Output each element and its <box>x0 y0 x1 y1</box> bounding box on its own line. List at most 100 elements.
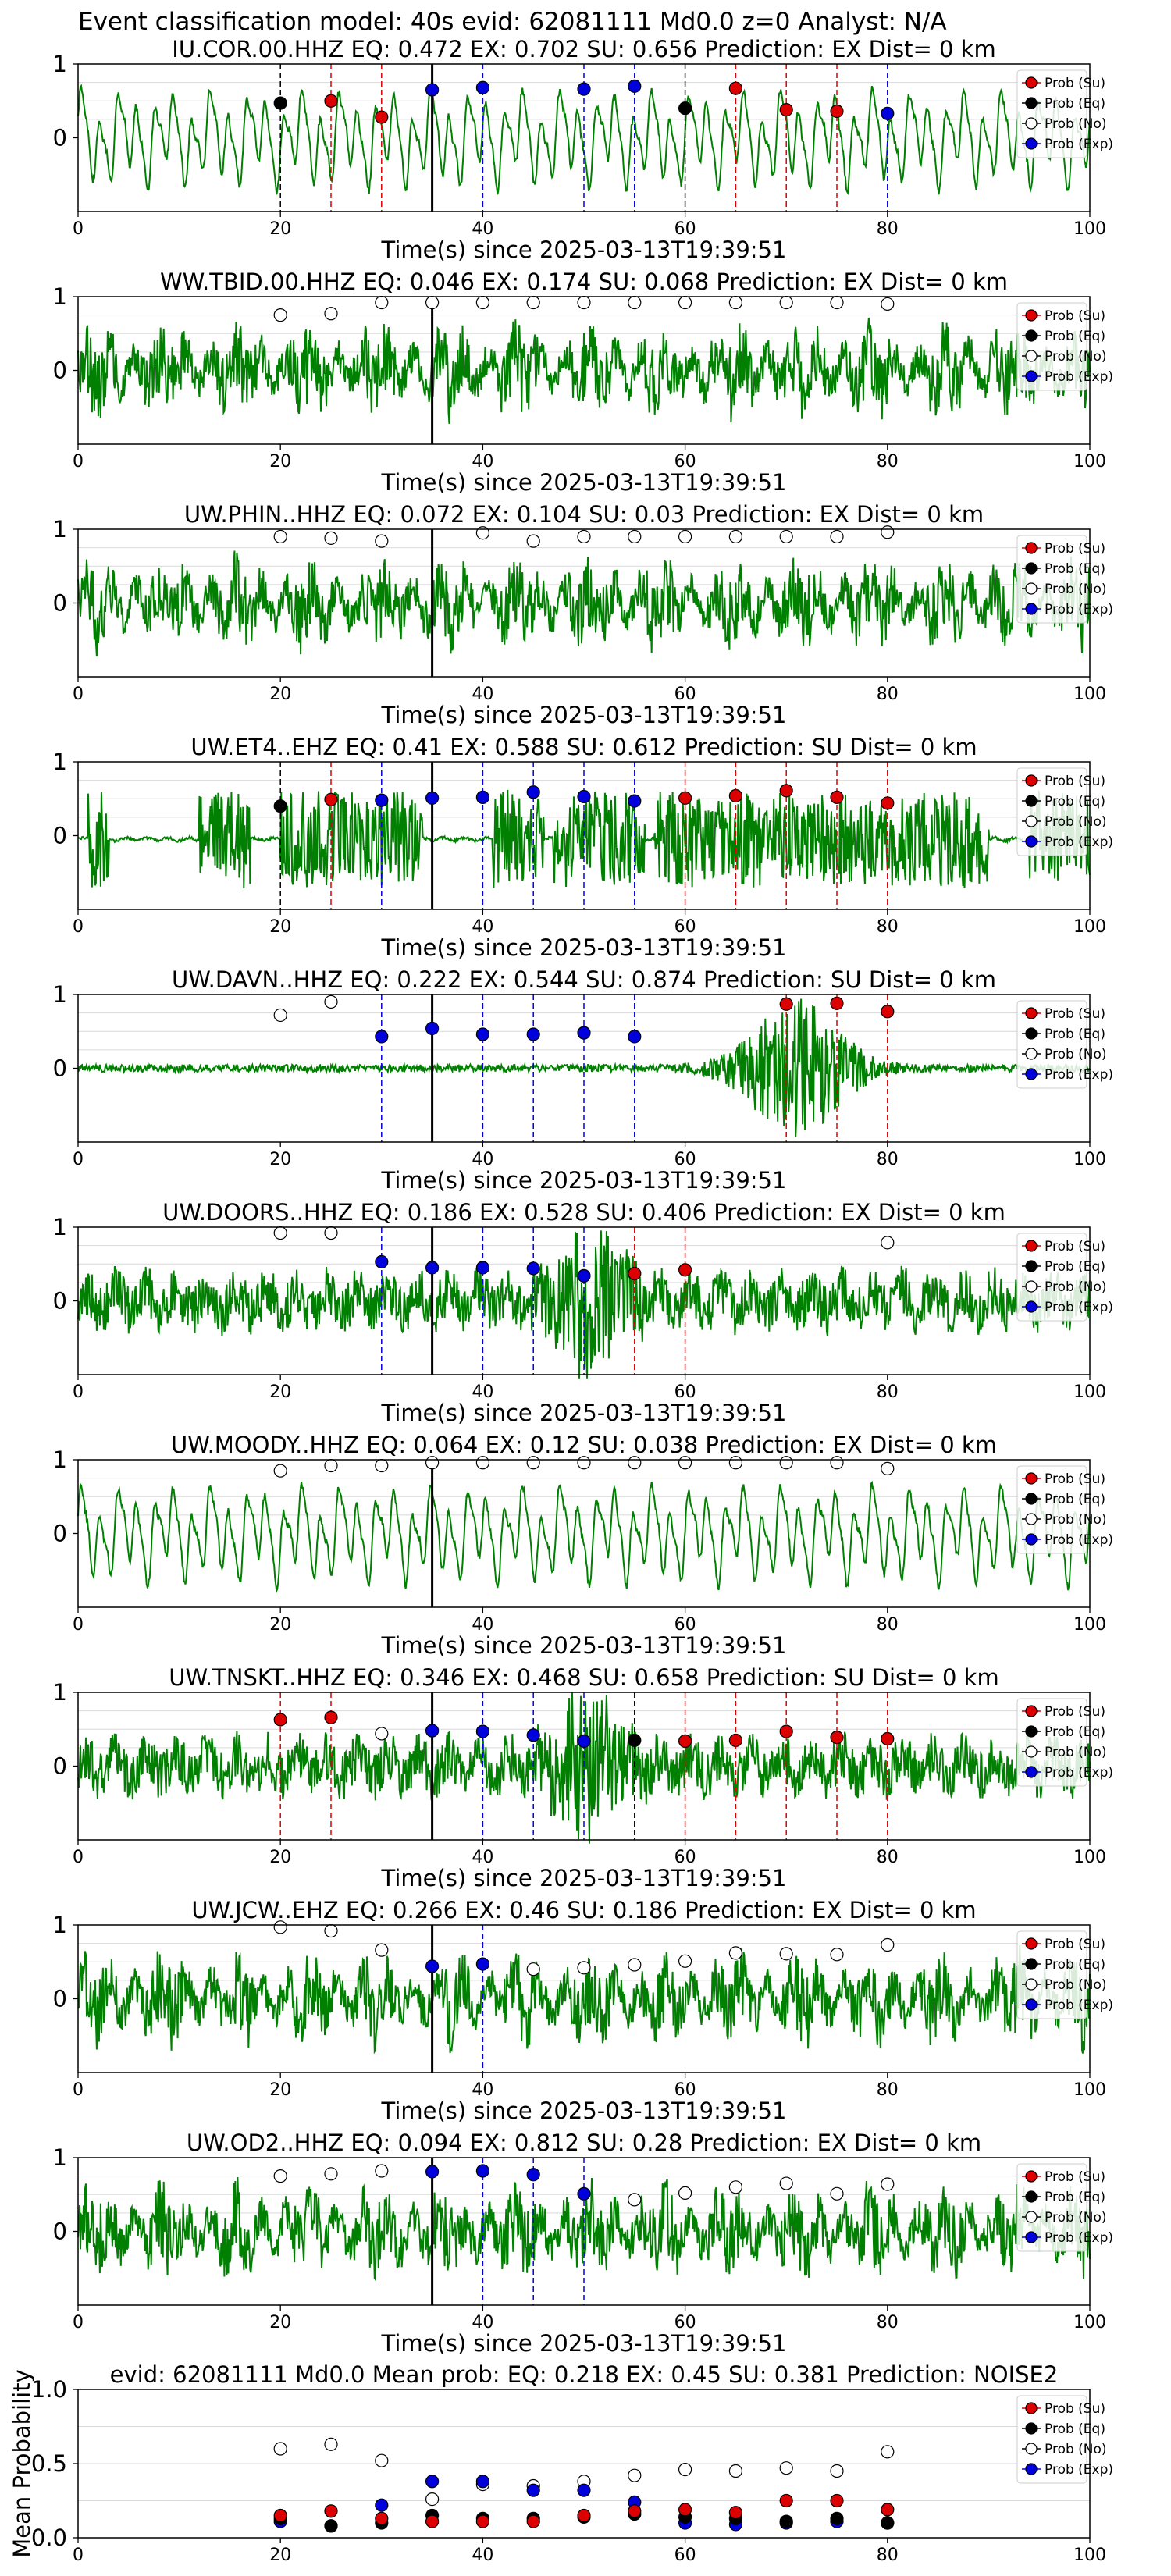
prob-point-exp <box>375 1030 389 1044</box>
x-tick-label: 100 <box>1073 1848 1106 1867</box>
prob-point-su <box>678 1263 692 1277</box>
prob-point-no <box>375 1943 389 1957</box>
prob-point-no <box>475 526 490 540</box>
legend-marker-exp <box>1025 2463 1038 2475</box>
legend-box <box>1016 767 1087 856</box>
prob-point-no <box>881 297 895 311</box>
prob-point-exp <box>577 789 591 804</box>
legend-marker-eq <box>1025 1027 1038 1040</box>
prob-point-no <box>324 307 338 321</box>
x-tick-label: 60 <box>674 1848 696 1867</box>
legend-label-eq: Prob (Eq) <box>1045 1026 1105 1042</box>
legend-label-exp: Prob (Exp) <box>1045 1765 1113 1781</box>
prob-point-no <box>273 308 287 322</box>
legend-label-no: Prob (No) <box>1045 1279 1107 1295</box>
legend-marker-su <box>1025 309 1038 322</box>
x-tick-label: 100 <box>1073 2313 1106 2332</box>
prob-point-no <box>375 2164 389 2178</box>
x-tick-label: 20 <box>269 1150 291 1169</box>
prob-point-no <box>273 1226 287 1240</box>
legend-label-no: Prob (No) <box>1045 1047 1107 1062</box>
x-tick-label: 20 <box>269 452 291 471</box>
prob-point-exp <box>526 1261 540 1276</box>
prob-point-no <box>628 2193 642 2207</box>
legend-marker-su <box>1025 1240 1038 1252</box>
prob-point-no <box>324 2167 338 2181</box>
prob-point-no <box>830 529 844 544</box>
mean-prob-point-su <box>881 2503 895 2517</box>
panel-title: UW.ET4..EHZ EQ: 0.41 EX: 0.588 SU: 0.612… <box>190 734 977 760</box>
x-tick-label: 0 <box>73 2546 84 2565</box>
chart-panel: UW.TNSKT..HHZ EQ: 0.346 EX: 0.468 SU: 0.… <box>53 1664 1113 1891</box>
panel-title: UW.OD2..HHZ EQ: 0.094 EX: 0.812 SU: 0.28… <box>187 2129 981 2156</box>
x-tick-label: 100 <box>1073 2546 1106 2565</box>
prob-point-exp <box>577 1734 591 1748</box>
mean-prob-point-exp <box>425 2475 440 2489</box>
legend-marker-su <box>1025 76 1038 89</box>
x-tick-label: 80 <box>877 917 899 937</box>
legend-label-no: Prob (No) <box>1045 2442 1107 2457</box>
mean-prob-point-su <box>728 2506 743 2520</box>
prob-point-exp <box>475 790 490 804</box>
y-tick-label: 1 <box>53 1446 67 1473</box>
prob-point-su <box>324 1710 338 1724</box>
legend-label-eq: Prob (Eq) <box>1045 1259 1105 1275</box>
legend-label-su: Prob (Su) <box>1045 76 1105 91</box>
prob-point-no <box>324 1226 338 1240</box>
prob-point-no <box>728 295 743 310</box>
x-tick-label: 0 <box>73 685 84 704</box>
y-tick-label: 0 <box>53 1986 67 2012</box>
x-tick-label: 80 <box>877 685 899 704</box>
prob-point-su <box>779 1724 793 1738</box>
legend-marker-exp <box>1025 137 1038 150</box>
prob-point-no <box>830 1456 844 1470</box>
legend-label-su: Prob (Su) <box>1045 1006 1105 1022</box>
legend-label-exp: Prob (Exp) <box>1045 602 1113 617</box>
legend-label-su: Prob (Su) <box>1045 2169 1105 2185</box>
prob-point-exp <box>475 1957 490 1971</box>
prob-point-no <box>678 2186 692 2200</box>
prob-point-exp <box>425 1261 440 1275</box>
legend-box <box>1016 302 1087 391</box>
chart-panel: UW.ET4..EHZ EQ: 0.41 EX: 0.588 SU: 0.612… <box>53 734 1113 961</box>
prob-point-no <box>779 2176 793 2190</box>
prob-point-no <box>881 1236 895 1250</box>
panel-title: UW.DAVN..HHZ EQ: 0.222 EX: 0.544 SU: 0.8… <box>172 966 996 993</box>
prob-point-su <box>830 996 844 1010</box>
prob-point-no <box>678 529 692 544</box>
legend-label-no: Prob (No) <box>1045 349 1107 365</box>
y-tick-label: 0 <box>53 2218 67 2245</box>
prob-point-no <box>728 1946 743 1960</box>
prob-point-no <box>324 1923 338 1938</box>
x-tick-label: 80 <box>877 2080 899 2100</box>
legend-marker-su <box>1025 1007 1038 1019</box>
mean-prob-point-su <box>375 2511 389 2525</box>
prob-point-exp <box>475 1261 490 1275</box>
y-tick-label: 0.0 <box>31 2524 67 2551</box>
x-axis-label: Time(s) since 2025-03-13T19:39:51 <box>381 2330 787 2357</box>
prob-point-no <box>475 1456 490 1470</box>
prob-point-exp <box>375 793 389 807</box>
prob-point-no <box>728 529 743 544</box>
prob-point-su <box>728 788 743 803</box>
legend-marker-su <box>1025 1472 1038 1485</box>
prob-point-no <box>628 295 642 310</box>
legend-box <box>1016 2163 1087 2252</box>
prob-point-exp <box>526 785 540 799</box>
legend-label-eq: Prob (Eq) <box>1045 329 1105 344</box>
legend-marker-su <box>1025 2402 1038 2414</box>
legend-marker-su <box>1025 774 1038 787</box>
x-tick-label: 20 <box>269 2546 291 2565</box>
prob-point-exp <box>425 83 440 97</box>
legend-label-su: Prob (Su) <box>1045 308 1105 324</box>
prob-point-no <box>273 529 287 544</box>
legend-marker-exp <box>1025 1533 1038 1546</box>
waveform-trace <box>77 317 1091 424</box>
y-tick-label: 1 <box>53 2144 67 2171</box>
prob-point-no <box>881 1937 895 1952</box>
mean-prob-point-eq <box>881 2516 895 2530</box>
legend-marker-no <box>1025 1513 1038 1525</box>
legend-label-su: Prob (Su) <box>1045 1704 1105 1720</box>
panel-title: UW.MOODY..HHZ EQ: 0.064 EX: 0.12 SU: 0.0… <box>171 1432 997 1458</box>
